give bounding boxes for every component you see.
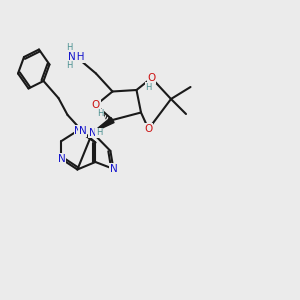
Polygon shape (92, 118, 114, 133)
Text: N: N (110, 164, 117, 174)
Text: N: N (79, 126, 86, 136)
Text: H: H (66, 44, 72, 52)
Text: N: N (68, 52, 76, 62)
Text: N: N (58, 154, 65, 164)
Text: O: O (144, 124, 153, 134)
Text: NH: NH (69, 52, 84, 62)
Text: O: O (147, 73, 156, 83)
Text: H: H (96, 128, 102, 137)
Text: N: N (74, 125, 82, 136)
Text: N: N (88, 128, 96, 138)
Text: H: H (97, 110, 104, 118)
Text: H: H (145, 82, 152, 91)
Text: H: H (66, 61, 72, 70)
Text: O: O (92, 100, 100, 110)
